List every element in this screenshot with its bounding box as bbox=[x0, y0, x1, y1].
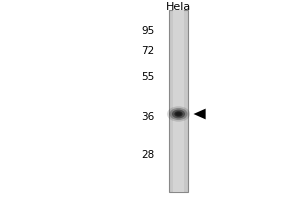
Ellipse shape bbox=[169, 108, 188, 120]
Polygon shape bbox=[194, 109, 206, 119]
Text: 36: 36 bbox=[141, 112, 154, 122]
Ellipse shape bbox=[176, 112, 181, 116]
Ellipse shape bbox=[172, 110, 185, 118]
Text: 28: 28 bbox=[141, 150, 154, 160]
Ellipse shape bbox=[174, 111, 183, 117]
Text: 55: 55 bbox=[141, 72, 154, 82]
Bar bbox=[173, 10, 184, 192]
Bar bbox=[169, 10, 188, 192]
Text: 95: 95 bbox=[141, 26, 154, 36]
Ellipse shape bbox=[167, 106, 190, 122]
Text: Hela: Hela bbox=[166, 2, 191, 12]
Text: 72: 72 bbox=[141, 46, 154, 56]
